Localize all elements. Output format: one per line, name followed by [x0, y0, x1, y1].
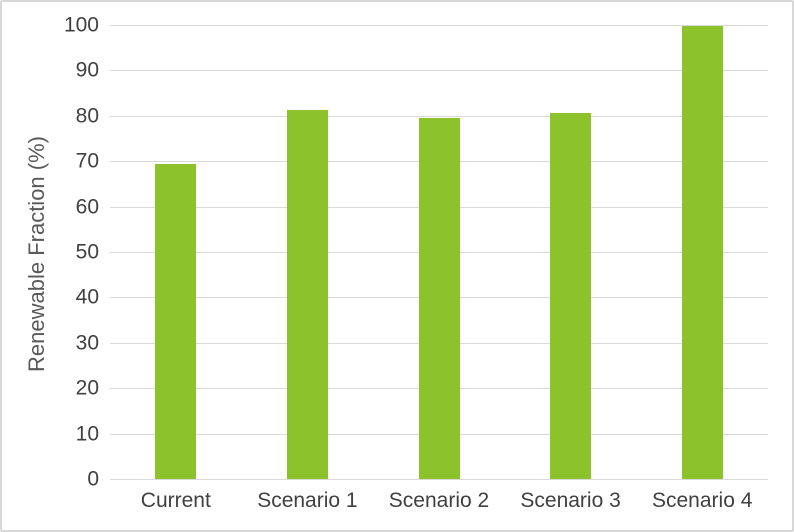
bar-scenario-4	[681, 25, 723, 479]
y-tick-label: 20	[75, 376, 99, 400]
y-tick-label: 0	[87, 467, 99, 491]
y-tick-label: 60	[75, 195, 99, 219]
y-tick-label: 80	[75, 104, 99, 128]
y-tick-label: 40	[75, 285, 99, 309]
x-category-label: Current	[140, 489, 211, 512]
y-tick-label: 10	[75, 422, 99, 446]
bar-scenario-2	[418, 118, 460, 479]
x-category-label: Scenario 4	[651, 489, 753, 512]
gridline	[110, 70, 768, 72]
gridline	[110, 479, 768, 480]
gridline	[110, 115, 768, 117]
bar-current	[155, 163, 197, 479]
x-category-label: Scenario 2	[388, 489, 490, 512]
y-tick-label: 50	[75, 240, 99, 264]
bar-scenario-3	[550, 113, 592, 479]
x-category-label: Scenario 1	[257, 489, 358, 512]
y-tick-label: 90	[75, 58, 99, 82]
y-tick-label: 30	[75, 331, 99, 355]
y-tick-label: 70	[75, 149, 99, 173]
gridline	[110, 25, 768, 26]
y-tick-label: 100	[63, 13, 99, 37]
x-category-label: Scenario 3	[520, 489, 621, 512]
bar-scenario-1	[286, 110, 328, 479]
plot-area	[110, 25, 768, 480]
